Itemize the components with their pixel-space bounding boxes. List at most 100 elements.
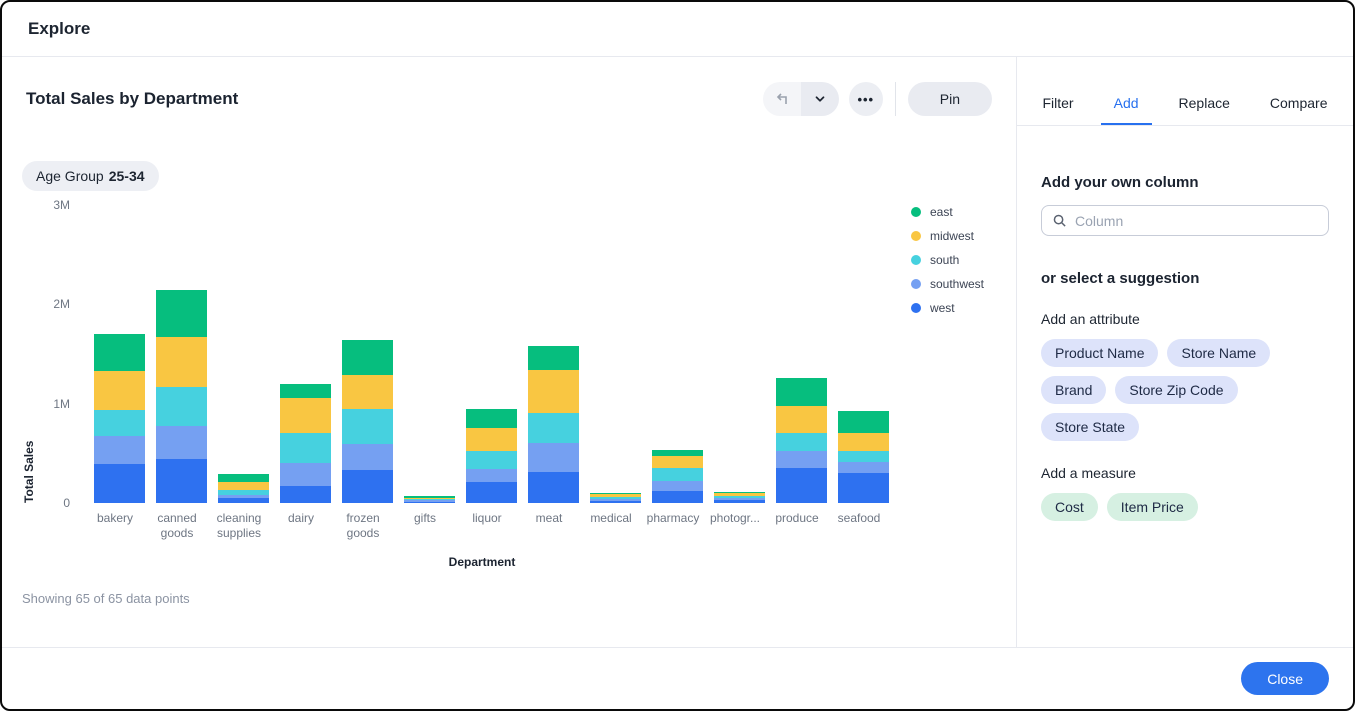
bar-produce[interactable] bbox=[775, 377, 827, 503]
pin-button[interactable]: Pin bbox=[907, 82, 992, 116]
bar-segment-east[interactable] bbox=[93, 334, 145, 371]
bar-segment-southwest[interactable] bbox=[465, 469, 517, 483]
bar-segment-west[interactable] bbox=[465, 482, 517, 503]
bar-gifts[interactable] bbox=[403, 496, 455, 503]
bar-segment-southwest[interactable] bbox=[93, 436, 145, 465]
bar-segment-southwest[interactable] bbox=[341, 444, 393, 471]
bar-segment-east[interactable] bbox=[217, 474, 269, 483]
bar-segment-midwest[interactable] bbox=[217, 482, 269, 491]
bar-segment-southwest[interactable] bbox=[589, 499, 641, 502]
tab-filter[interactable]: Filter bbox=[1042, 95, 1074, 111]
bar-segment-west[interactable] bbox=[155, 459, 207, 503]
bar-segment-south[interactable] bbox=[527, 412, 579, 444]
legend-item-south[interactable]: south bbox=[910, 253, 984, 267]
bar-segment-west[interactable] bbox=[403, 501, 455, 503]
bar-segment-west[interactable] bbox=[589, 501, 641, 503]
bar-segment-east[interactable] bbox=[527, 346, 579, 370]
measure-chip-item-price[interactable]: Item Price bbox=[1106, 493, 1198, 521]
bar-segment-south[interactable] bbox=[713, 495, 765, 499]
bar-segment-midwest[interactable] bbox=[279, 397, 331, 434]
bar-segment-midwest[interactable] bbox=[589, 493, 641, 498]
bar-segment-southwest[interactable] bbox=[155, 425, 207, 460]
bar-segment-southwest[interactable] bbox=[713, 498, 765, 501]
bar-photogr-[interactable] bbox=[713, 492, 765, 503]
bar-segment-south[interactable] bbox=[155, 386, 207, 426]
bar-liquor[interactable] bbox=[465, 408, 517, 503]
bar-segment-west[interactable] bbox=[713, 500, 765, 503]
bar-segment-southwest[interactable] bbox=[775, 451, 827, 469]
bar-segment-southwest[interactable] bbox=[651, 481, 703, 492]
bar-segment-east[interactable] bbox=[403, 496, 455, 498]
bar-segment-southwest[interactable] bbox=[217, 495, 269, 499]
tab-replace[interactable]: Replace bbox=[1178, 95, 1230, 111]
bar-segment-west[interactable] bbox=[527, 472, 579, 503]
bar-segment-midwest[interactable] bbox=[775, 405, 827, 434]
attribute-chip-product-name[interactable]: Product Name bbox=[1041, 339, 1159, 367]
bar-frozen-goods[interactable] bbox=[341, 340, 393, 503]
bar-segment-south[interactable] bbox=[775, 433, 827, 452]
bar-cleaning-supplies[interactable] bbox=[217, 474, 269, 503]
measure-chip-cost[interactable]: Cost bbox=[1041, 493, 1098, 521]
bar-segment-midwest[interactable] bbox=[155, 337, 207, 387]
bar-segment-midwest[interactable] bbox=[837, 433, 889, 452]
bar-segment-midwest[interactable] bbox=[651, 456, 703, 469]
bar-segment-south[interactable] bbox=[589, 497, 641, 500]
bar-segment-midwest[interactable] bbox=[93, 370, 145, 410]
undo-button[interactable] bbox=[762, 82, 801, 116]
bar-segment-midwest[interactable] bbox=[713, 492, 765, 496]
bar-meat[interactable] bbox=[527, 346, 579, 503]
bar-segment-west[interactable] bbox=[279, 486, 331, 503]
bar-segment-east[interactable] bbox=[341, 340, 393, 375]
attribute-chip-store-zip-code[interactable]: Store Zip Code bbox=[1115, 376, 1238, 404]
bar-segment-west[interactable] bbox=[775, 468, 827, 503]
legend-item-east[interactable]: east bbox=[910, 205, 984, 219]
bar-segment-south[interactable] bbox=[465, 451, 517, 470]
bar-bakery[interactable] bbox=[93, 334, 145, 503]
legend-item-southwest[interactable]: southwest bbox=[910, 277, 984, 291]
legend-item-midwest[interactable]: midwest bbox=[910, 229, 984, 243]
attribute-chip-store-name[interactable]: Store Name bbox=[1167, 339, 1271, 367]
close-button[interactable]: Close bbox=[1241, 662, 1329, 695]
bar-segment-midwest[interactable] bbox=[527, 369, 579, 413]
bar-segment-midwest[interactable] bbox=[403, 497, 455, 499]
bar-segment-south[interactable] bbox=[837, 451, 889, 463]
bar-segment-south[interactable] bbox=[217, 490, 269, 496]
attribute-chip-store-state[interactable]: Store State bbox=[1041, 413, 1140, 441]
bar-canned-goods[interactable] bbox=[155, 290, 207, 503]
tab-add[interactable]: Add bbox=[1100, 95, 1152, 125]
bar-dairy[interactable] bbox=[279, 383, 331, 503]
bar-segment-south[interactable] bbox=[93, 409, 145, 437]
bar-segment-south[interactable] bbox=[651, 468, 703, 482]
bar-segment-south[interactable] bbox=[279, 433, 331, 464]
bar-segment-east[interactable] bbox=[155, 290, 207, 338]
bar-medical[interactable] bbox=[589, 493, 641, 503]
legend-item-west[interactable]: west bbox=[910, 301, 984, 315]
bar-segment-west[interactable] bbox=[217, 498, 269, 503]
bar-segment-west[interactable] bbox=[651, 491, 703, 503]
bar-segment-east[interactable] bbox=[651, 450, 703, 457]
bar-segment-south[interactable] bbox=[341, 408, 393, 445]
bar-segment-southwest[interactable] bbox=[837, 462, 889, 474]
column-search-input[interactable] bbox=[1075, 212, 1318, 229]
column-search-box[interactable] bbox=[1041, 205, 1329, 236]
bar-segment-east[interactable] bbox=[837, 410, 889, 434]
bar-segment-midwest[interactable] bbox=[341, 374, 393, 409]
age-group-filter-chip[interactable]: Age Group 25-34 bbox=[22, 161, 159, 191]
bar-segment-southwest[interactable] bbox=[527, 443, 579, 473]
bar-segment-southwest[interactable] bbox=[279, 463, 331, 487]
bar-segment-southwest[interactable] bbox=[403, 500, 455, 502]
bar-segment-east[interactable] bbox=[775, 377, 827, 406]
history-dropdown-button[interactable] bbox=[800, 82, 839, 116]
bar-segment-east[interactable] bbox=[465, 408, 517, 428]
bar-segment-west[interactable] bbox=[837, 473, 889, 503]
more-options-button[interactable]: ••• bbox=[848, 82, 883, 116]
bar-segment-midwest[interactable] bbox=[465, 427, 517, 452]
bar-segment-south[interactable] bbox=[403, 498, 455, 501]
bar-segment-west[interactable] bbox=[93, 464, 145, 503]
bar-seafood[interactable] bbox=[837, 410, 889, 503]
tab-compare[interactable]: Compare bbox=[1269, 95, 1328, 111]
attribute-chip-brand[interactable]: Brand bbox=[1041, 376, 1107, 404]
bar-segment-east[interactable] bbox=[279, 383, 331, 398]
bar-segment-west[interactable] bbox=[341, 470, 393, 503]
bar-pharmacy[interactable] bbox=[651, 450, 703, 503]
